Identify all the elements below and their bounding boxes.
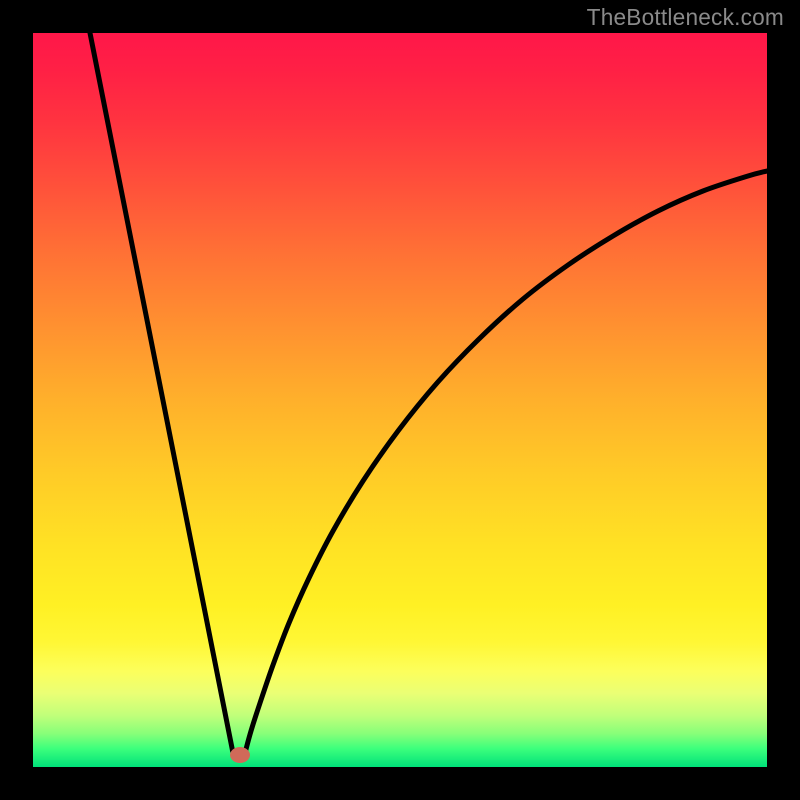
watermark-text: TheBottleneck.com [587,4,784,31]
optimum-marker [230,747,250,763]
chart-canvas: TheBottleneck.com [0,0,800,800]
bottleneck-curve [33,33,767,767]
plot-area [33,33,767,767]
